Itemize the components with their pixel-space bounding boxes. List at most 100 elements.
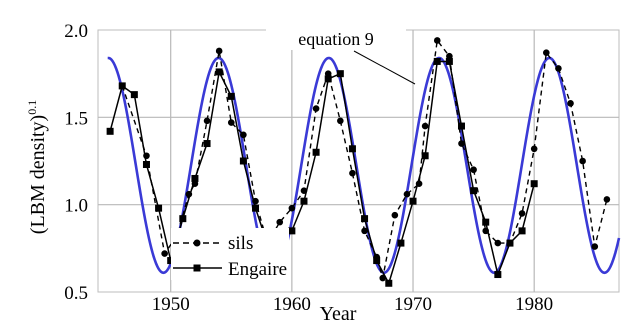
engaire-point <box>288 227 296 235</box>
engaire-point <box>142 160 150 168</box>
series-layer <box>106 37 621 287</box>
engaire-point <box>203 140 211 148</box>
engaire-point <box>494 271 502 279</box>
engaire-point <box>445 57 453 65</box>
sils-point <box>506 239 514 247</box>
engaire-point <box>530 180 538 188</box>
sils-point <box>555 65 562 72</box>
svg-text:(LBM density)0.1: (LBM density)0.1 <box>25 100 49 234</box>
sils-point <box>252 197 259 205</box>
y-tick-label: 1.5 <box>64 108 88 129</box>
engaire-point <box>239 157 247 165</box>
sils-point <box>203 117 211 125</box>
sils-point <box>530 145 538 153</box>
series-line-sils <box>121 38 608 279</box>
y-tick-label: 1.0 <box>64 196 88 217</box>
sils-point <box>579 157 586 165</box>
sils-point <box>433 37 441 44</box>
annotation-box <box>266 28 406 50</box>
sils-point <box>361 227 368 235</box>
engaire-point <box>373 257 381 265</box>
sils-point <box>518 210 526 217</box>
engaire-point <box>348 145 356 153</box>
engaire-point <box>361 215 369 223</box>
sils-point <box>482 227 490 235</box>
sils-point <box>215 47 223 55</box>
sils-point <box>300 187 308 194</box>
sils-point <box>288 204 296 212</box>
sils-point <box>591 243 599 250</box>
sils-point <box>379 274 387 282</box>
legend-sils-label: sils <box>228 233 253 254</box>
sils-point <box>324 70 332 77</box>
engaire-point <box>215 68 223 76</box>
engaire-point <box>470 187 478 195</box>
engaire-point <box>482 218 490 226</box>
engaire-point <box>397 239 405 247</box>
sils-point <box>494 239 502 247</box>
legend-engaire-label: Engaire <box>228 259 287 280</box>
engaire-point <box>252 204 260 212</box>
sils-point <box>240 131 247 139</box>
engaire-point <box>300 197 308 205</box>
series-line-engaire <box>109 60 535 286</box>
engaire-point <box>227 92 235 100</box>
sils-point <box>337 117 344 125</box>
y-tick-label: 2.0 <box>64 21 88 42</box>
engaire-point <box>518 227 526 235</box>
x-tick-label: 1970 <box>394 294 432 315</box>
sils-point <box>470 166 477 174</box>
engaire-point <box>409 197 417 205</box>
y-tick-label: 0.5 <box>64 283 88 304</box>
sils-point <box>603 196 611 203</box>
engaire-point <box>130 91 138 99</box>
sils-point <box>415 180 423 188</box>
legend-box <box>171 228 289 280</box>
engaire-point <box>421 152 429 160</box>
engaire-point <box>191 174 199 182</box>
sils-point <box>543 49 550 57</box>
x-tick-label: 1960 <box>273 294 311 315</box>
engaire-point <box>433 57 441 65</box>
legend-sils-marker <box>193 239 201 247</box>
engaire-point <box>179 215 187 223</box>
sils-point <box>185 190 193 198</box>
sils-point <box>446 52 453 60</box>
engaire-point <box>167 257 175 265</box>
annotation-arrow <box>353 50 416 85</box>
y-axis-title: (LBM density)0.1 <box>25 100 49 234</box>
sils-point <box>312 105 320 112</box>
annotation: equation 9 <box>266 28 416 85</box>
engaire-point <box>336 70 344 78</box>
engaire-point <box>106 127 114 135</box>
engaire-point <box>385 279 393 287</box>
x-tick-label: 1950 <box>152 294 190 315</box>
sils-point <box>276 218 284 226</box>
legend-engaire-marker <box>193 264 201 272</box>
engaire-point <box>324 75 332 83</box>
sils-point <box>403 190 411 198</box>
sils-point <box>567 100 574 107</box>
sils-point <box>373 253 380 261</box>
engaire-point <box>155 204 163 212</box>
sils-point <box>349 169 356 177</box>
sils-point <box>118 82 126 90</box>
sils-point <box>161 250 168 257</box>
sils-point <box>421 122 429 130</box>
x-tick-label: 1980 <box>515 294 553 315</box>
sils-point <box>458 140 465 147</box>
sils-point <box>143 152 150 160</box>
series-line-equation-9 <box>107 56 621 275</box>
engaire-point <box>312 148 320 156</box>
y-axis-ticks: 0.5 1.0 1.5 2.0 <box>64 21 88 304</box>
y-axis-title-text: (LBM density) <box>27 115 49 234</box>
annotation-text: equation 9 <box>298 29 373 49</box>
legend: sils Engaire <box>171 228 289 280</box>
y-axis-title-exponent: 0.1 <box>25 100 39 115</box>
sils-point <box>227 119 235 126</box>
sils-point <box>391 211 399 219</box>
engaire-point <box>457 122 465 130</box>
sils-point <box>191 180 199 188</box>
x-axis-title: Year <box>320 303 357 322</box>
